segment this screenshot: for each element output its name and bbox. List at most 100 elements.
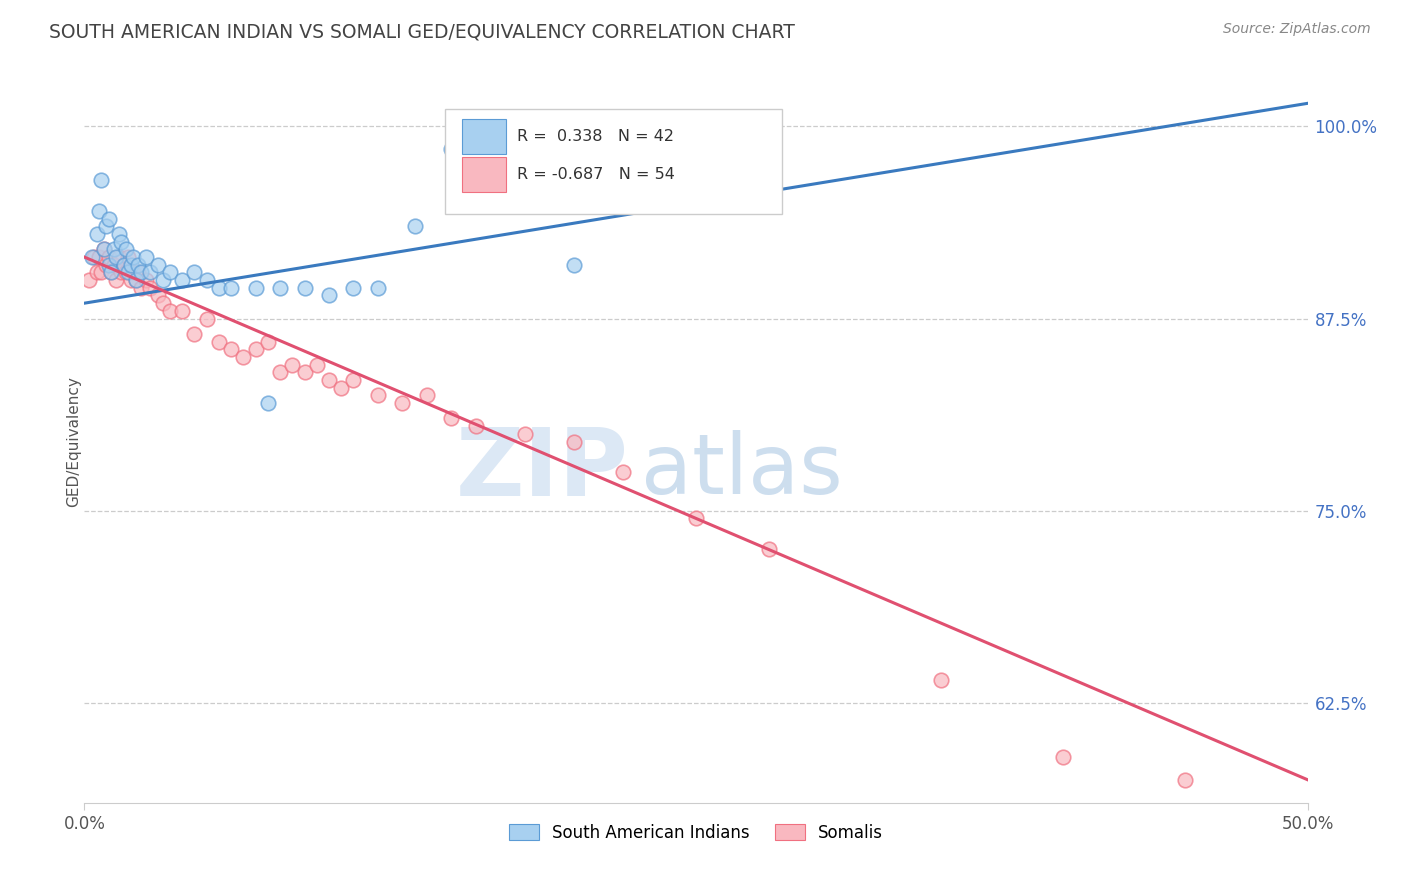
- Point: [318, 288, 340, 302]
- Point: [93, 243, 115, 257]
- Point: [342, 373, 364, 387]
- FancyBboxPatch shape: [446, 109, 782, 214]
- Point: [135, 273, 157, 287]
- Point: [97, 211, 120, 226]
- Point: [269, 281, 291, 295]
- Point: [159, 265, 181, 279]
- Point: [562, 434, 585, 449]
- Point: [125, 273, 148, 287]
- Point: [208, 281, 231, 295]
- Point: [281, 358, 304, 372]
- Point: [105, 273, 128, 287]
- Text: atlas: atlas: [641, 430, 842, 511]
- Point: [135, 250, 157, 264]
- Point: [107, 250, 129, 264]
- Point: [129, 281, 152, 295]
- FancyBboxPatch shape: [463, 157, 506, 192]
- Point: [367, 281, 389, 295]
- Point: [172, 273, 194, 287]
- Point: [440, 143, 463, 157]
- Point: [93, 243, 115, 257]
- Point: [129, 265, 152, 279]
- Point: [294, 365, 316, 379]
- Point: [330, 381, 353, 395]
- Point: [195, 311, 218, 326]
- Point: [219, 281, 242, 295]
- Point: [139, 281, 162, 295]
- Point: [245, 343, 267, 357]
- Point: [1174, 772, 1197, 787]
- Point: [127, 258, 149, 272]
- Text: Source: ZipAtlas.com: Source: ZipAtlas.com: [1223, 22, 1371, 37]
- Point: [318, 373, 340, 387]
- Point: [929, 673, 952, 687]
- Point: [87, 203, 110, 218]
- Text: R =  0.338   N = 42: R = 0.338 N = 42: [517, 129, 675, 145]
- Legend: South American Indians, Somalis: South American Indians, Somalis: [502, 817, 890, 848]
- Point: [416, 388, 439, 402]
- Point: [257, 334, 280, 349]
- Point: [562, 258, 585, 272]
- Point: [758, 542, 780, 557]
- Point: [159, 304, 181, 318]
- Point: [86, 265, 108, 279]
- Point: [245, 281, 267, 295]
- Point: [391, 396, 413, 410]
- Point: [112, 258, 135, 272]
- Point: [117, 250, 139, 264]
- Point: [257, 396, 280, 410]
- Point: [77, 273, 100, 287]
- Point: [146, 288, 169, 302]
- Point: [342, 281, 364, 295]
- Point: [120, 273, 142, 287]
- Point: [110, 235, 132, 249]
- Point: [208, 334, 231, 349]
- Point: [103, 243, 125, 257]
- Point: [107, 227, 129, 241]
- Point: [90, 265, 112, 279]
- Point: [183, 265, 205, 279]
- Text: R = -0.687   N = 54: R = -0.687 N = 54: [517, 167, 675, 182]
- Point: [305, 358, 328, 372]
- Point: [152, 273, 174, 287]
- Point: [232, 350, 254, 364]
- Point: [86, 227, 108, 241]
- Point: [404, 219, 426, 234]
- Point: [219, 343, 242, 357]
- Point: [97, 250, 120, 264]
- Point: [464, 419, 486, 434]
- Point: [440, 411, 463, 425]
- Point: [105, 250, 128, 264]
- Point: [183, 326, 205, 341]
- Point: [120, 258, 142, 272]
- Text: SOUTH AMERICAN INDIAN VS SOMALI GED/EQUIVALENCY CORRELATION CHART: SOUTH AMERICAN INDIAN VS SOMALI GED/EQUI…: [49, 22, 794, 41]
- Point: [127, 265, 149, 279]
- Point: [122, 250, 145, 264]
- Point: [115, 243, 138, 257]
- Text: ZIP: ZIP: [456, 425, 628, 516]
- Point: [195, 273, 218, 287]
- Point: [172, 304, 194, 318]
- Point: [269, 365, 291, 379]
- Point: [112, 258, 135, 272]
- Point: [100, 265, 122, 279]
- Point: [80, 250, 103, 264]
- Point: [97, 258, 120, 272]
- Point: [367, 388, 389, 402]
- Point: [758, 112, 780, 126]
- Point: [96, 258, 118, 272]
- Point: [122, 265, 145, 279]
- Point: [146, 258, 169, 272]
- Point: [294, 281, 316, 295]
- FancyBboxPatch shape: [463, 120, 506, 154]
- Point: [100, 265, 122, 279]
- Y-axis label: GED/Equivalency: GED/Equivalency: [66, 376, 80, 507]
- Point: [685, 511, 707, 525]
- Point: [152, 296, 174, 310]
- Point: [96, 219, 118, 234]
- Point: [87, 250, 110, 264]
- Point: [117, 265, 139, 279]
- Point: [139, 265, 162, 279]
- Point: [513, 426, 536, 441]
- Point: [612, 465, 634, 479]
